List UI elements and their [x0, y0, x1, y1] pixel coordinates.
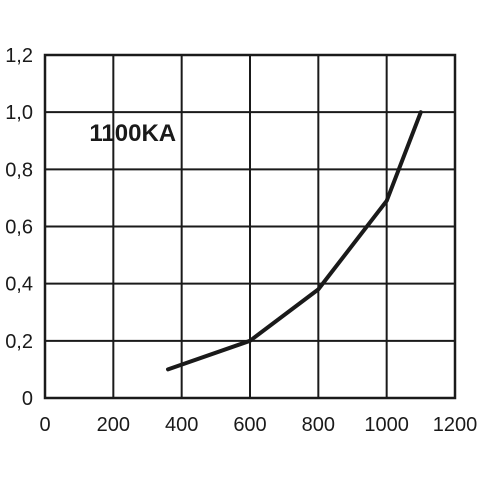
x-tick-label: 400 — [165, 414, 198, 436]
x-tick-label: 200 — [97, 414, 130, 436]
annotations: 1100KA — [89, 120, 176, 147]
y-tick-label: 0,4 — [5, 274, 33, 296]
x-tick-label: 0 — [39, 414, 50, 436]
y-tick-label: 0,6 — [5, 217, 33, 239]
y-tick-label: 0,2 — [5, 331, 33, 353]
y-tick-label: 0 — [22, 388, 33, 410]
y-tick-label: 1,2 — [5, 45, 33, 67]
series-layer — [166, 110, 423, 372]
y-tick-label: 1,0 — [5, 102, 33, 124]
x-axis: 0 200 400 600 800 1000 1200 — [39, 414, 477, 436]
series-line — [166, 110, 423, 372]
y-axis: 0 0,2 0,4 0,6 0,8 1,0 1,2 — [5, 45, 33, 410]
grid — [44, 54, 456, 399]
y-tick-label: 0,8 — [5, 159, 33, 181]
x-tick-label: 600 — [233, 414, 266, 436]
plot-frame — [43, 53, 457, 400]
x-tick-label: 1000 — [364, 414, 409, 436]
series-annotation: 1100KA — [89, 120, 176, 147]
x-tick-label: 800 — [302, 414, 335, 436]
x-tick-label: 1200 — [433, 414, 478, 436]
